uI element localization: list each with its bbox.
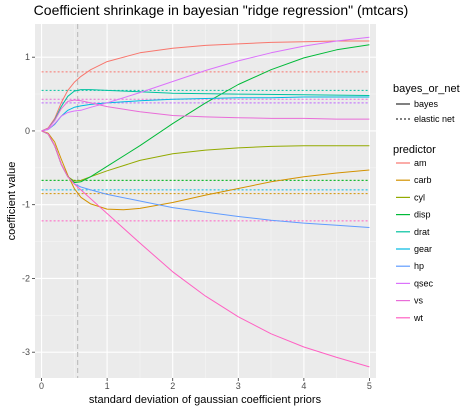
major-gridlines	[35, 24, 376, 378]
elastic-net-lines	[41, 71, 370, 222]
legend-label-cyl: cyl	[414, 192, 425, 202]
legend-label-am: am	[414, 158, 427, 168]
x-tick-label: 1	[105, 381, 110, 391]
legend-label-qsec: qsec	[414, 278, 434, 288]
legend-linetype-title: bayes_or_net	[393, 83, 460, 95]
legend-label-gear: gear	[414, 244, 432, 254]
legend-label-carb: carb	[414, 175, 432, 185]
legend-label-hp: hp	[414, 261, 424, 271]
x-tick-label: 4	[301, 381, 306, 391]
x-tick-label: 2	[170, 381, 175, 391]
legend-linetype: bayes_or_net bayes elastic net	[393, 83, 460, 124]
legend-predictor: predictor am carb cyl disp drat gear hp qsec vs w…	[393, 144, 436, 323]
series-am-bayes-line	[41, 40, 370, 132]
series-wt-bayes-line	[41, 130, 370, 368]
x-tick-label: 3	[236, 381, 241, 391]
series-vs-bayes-line	[41, 99, 370, 132]
legend-label-drat: drat	[414, 227, 430, 237]
y-tick-label: 0	[25, 126, 30, 136]
x-tick-label: 5	[367, 381, 372, 391]
y-tick-label: 1	[25, 52, 30, 62]
legend-label-disp: disp	[414, 210, 431, 220]
legend-linetype-label: bayes	[414, 99, 439, 109]
bayes-lines	[41, 36, 370, 368]
legend-predictor-title: predictor	[393, 144, 436, 156]
legend-label-vs: vs	[414, 296, 424, 306]
y-tick-label: -2	[22, 273, 30, 283]
legend-label-wt: wt	[413, 313, 423, 323]
y-axis-title: coefficient value	[6, 162, 18, 241]
y-tick-label: -1	[22, 200, 30, 210]
y-axis-ticks: -3 -2 -1 0 1	[22, 52, 35, 357]
x-tick-label: 0	[39, 381, 44, 391]
legend-linetype-label: elastic net	[414, 114, 455, 124]
series-carb-bayes-line	[41, 130, 370, 211]
y-tick-label: -3	[22, 347, 30, 357]
x-axis-ticks: 0 1 2 3 4 5	[39, 378, 372, 391]
series-qsec-bayes-line	[41, 36, 370, 132]
chart-title: Coefficient shrinkage in bayesian "ridge…	[34, 2, 409, 18]
x-axis-title: standard deviation of gaussian coefficie…	[89, 394, 322, 406]
